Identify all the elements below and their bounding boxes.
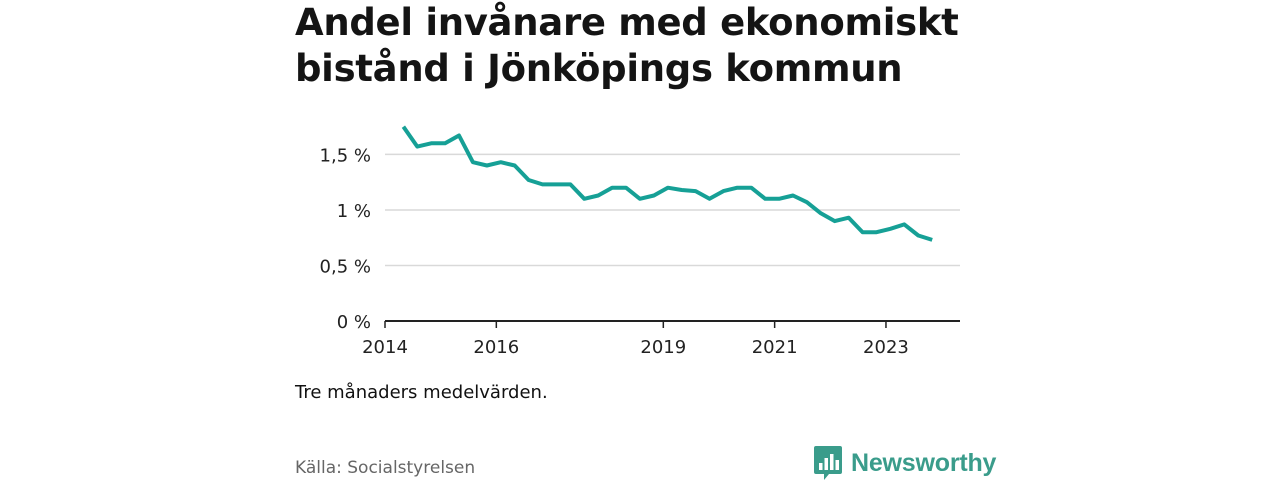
- x-tick-label: 2016: [473, 337, 519, 358]
- y-tick-label: 1,5 %: [320, 145, 371, 166]
- data-point: [833, 219, 837, 223]
- y-tick-label: 1 %: [337, 201, 371, 222]
- data-point: [916, 234, 920, 238]
- data-point: [541, 182, 545, 186]
- data-point: [624, 186, 628, 190]
- data-point: [861, 230, 865, 234]
- data-point: [735, 186, 739, 190]
- chart-title: Andel invånare med ekonomiskt bistånd i …: [295, 1, 959, 90]
- x-tick-label: 2014: [362, 337, 408, 358]
- data-point: [610, 186, 614, 190]
- data-point: [749, 186, 753, 190]
- data-point: [471, 160, 475, 164]
- data-point: [805, 200, 809, 204]
- chart-note: Tre månaders medelvärden.: [295, 382, 548, 403]
- data-point: [443, 141, 447, 145]
- y-tick-label: 0,5 %: [320, 256, 371, 277]
- data-point: [902, 222, 906, 226]
- x-tick-label: 2023: [863, 337, 909, 358]
- data-point: [666, 186, 670, 190]
- newsworthy-logo[interactable]: Newsworthy: [814, 446, 996, 480]
- data-point: [777, 197, 781, 201]
- data-point: [527, 178, 531, 182]
- data-point: [875, 230, 879, 234]
- data-point: [485, 164, 489, 168]
- data-point: [568, 182, 572, 186]
- brand-name: Newsworthy: [851, 448, 997, 477]
- newsworthy-logo-icon: [814, 446, 842, 480]
- data-point: [457, 134, 461, 138]
- data-point: [819, 211, 823, 215]
- data-point: [721, 189, 725, 193]
- x-tick-label: 2019: [640, 337, 686, 358]
- x-tick-label: 2021: [752, 337, 798, 358]
- source-label: Källa: Socialstyrelsen: [295, 458, 476, 478]
- data-point: [708, 197, 712, 201]
- series-line: [401, 125, 933, 242]
- data-point: [415, 145, 419, 149]
- data-point: [401, 125, 405, 129]
- y-tick-label: 0 %: [337, 312, 371, 333]
- data-point: [596, 194, 600, 198]
- data-point: [694, 189, 698, 193]
- data-point: [582, 197, 586, 201]
- data-point: [513, 164, 517, 168]
- data-point: [930, 238, 934, 242]
- data-point: [763, 197, 767, 201]
- data-point: [847, 216, 851, 220]
- data-point: [554, 182, 558, 186]
- line-chart: 0 % 0,5 % 1 % 1,5 % 2014 2016 2019 2021 2023: [320, 125, 960, 358]
- data-point: [652, 194, 656, 198]
- data-point: [638, 197, 642, 201]
- data-point: [429, 141, 433, 145]
- data-point: [680, 188, 684, 192]
- data-point: [888, 227, 892, 231]
- data-point: [499, 160, 503, 164]
- data-point: [791, 194, 795, 198]
